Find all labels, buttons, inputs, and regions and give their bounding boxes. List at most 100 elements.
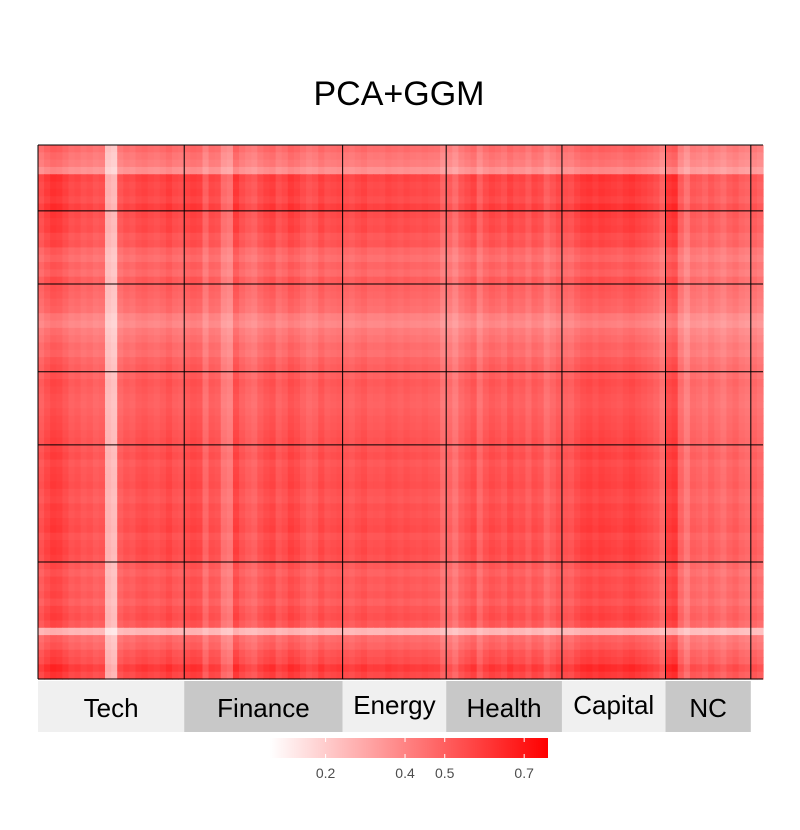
heatmap-cell — [293, 371, 301, 380]
heatmap-cell — [342, 357, 350, 366]
heatmap-cell — [501, 232, 508, 241]
heatmap-cell — [458, 159, 466, 168]
heatmap-cell — [403, 166, 411, 175]
heatmap-cell — [281, 364, 289, 373]
heatmap-cell — [403, 393, 411, 402]
heatmap-cell — [147, 357, 155, 366]
heatmap-cell — [665, 247, 673, 256]
heatmap-cell — [726, 232, 734, 241]
heatmap-cell — [695, 247, 703, 256]
heatmap-cell — [44, 444, 51, 453]
heatmap-cell — [86, 298, 94, 307]
heatmap-cell — [452, 283, 459, 292]
heatmap-cell — [610, 210, 618, 219]
heatmap-cell — [123, 210, 130, 219]
heatmap-cell — [293, 218, 301, 227]
heatmap-cell — [403, 276, 411, 285]
heatmap-cell — [513, 357, 520, 366]
heatmap-cell — [458, 386, 466, 395]
heatmap-cell — [196, 210, 204, 219]
heatmap-cell — [330, 393, 338, 402]
heatmap-cell — [330, 210, 338, 219]
heatmap-cell — [226, 232, 234, 241]
heatmap-cell — [68, 145, 76, 153]
heatmap-cell — [622, 371, 630, 380]
heatmap-cell — [263, 291, 271, 300]
heatmap-cell — [482, 401, 490, 409]
heatmap-cell — [336, 298, 344, 307]
heatmap-cell — [38, 240, 45, 249]
heatmap-cell — [415, 188, 423, 197]
heatmap-cell — [56, 444, 63, 453]
heatmap-cell — [513, 159, 520, 168]
heatmap-cell — [336, 203, 344, 212]
heatmap-cell — [293, 196, 301, 205]
heatmap-cell — [610, 240, 618, 249]
heatmap-cell — [245, 437, 252, 446]
heatmap-cell — [519, 371, 526, 380]
heatmap-cell — [403, 298, 411, 307]
heatmap-cell — [214, 386, 222, 395]
heatmap-cell — [531, 327, 539, 336]
heatmap-cell — [135, 269, 143, 278]
heatmap-cell — [220, 393, 228, 402]
heatmap-cell — [196, 196, 204, 205]
heatmap-cell — [488, 313, 496, 322]
heatmap-cell — [348, 313, 356, 322]
heatmap-cell — [196, 203, 204, 212]
heatmap-cell — [98, 283, 106, 292]
heatmap-cell — [281, 291, 289, 300]
heatmap-cell — [586, 437, 594, 446]
heatmap-cell — [653, 422, 661, 431]
heatmap-cell — [421, 327, 429, 336]
heatmap-cell — [141, 232, 149, 241]
heatmap-cell — [98, 437, 106, 446]
heatmap-cell — [610, 342, 618, 351]
heatmap-cell — [507, 320, 514, 329]
heatmap-cell — [117, 232, 124, 241]
heatmap-cell — [184, 174, 191, 183]
heatmap-cell — [665, 232, 673, 241]
heatmap-cell — [366, 262, 374, 270]
heatmap-cell — [184, 152, 191, 161]
heatmap-cell — [56, 291, 63, 300]
heatmap-cell — [409, 254, 417, 263]
heatmap-cell — [123, 291, 130, 300]
heatmap-cell — [208, 283, 216, 292]
heatmap-cell — [172, 393, 179, 402]
heatmap-cell — [44, 159, 51, 168]
heatmap-cell — [659, 247, 667, 256]
heatmap-cell — [598, 232, 606, 241]
heatmap-cell — [452, 357, 459, 366]
heatmap-cell — [105, 379, 112, 387]
heatmap-cell — [330, 437, 338, 446]
heatmap-cell — [732, 379, 740, 387]
heatmap-cell — [415, 408, 423, 417]
heatmap-cell — [281, 269, 289, 278]
heatmap-cell — [446, 210, 453, 219]
heatmap-cell — [184, 247, 191, 256]
heatmap-cell — [220, 262, 228, 270]
heatmap-cell — [659, 283, 667, 292]
heatmap-cell — [720, 342, 728, 351]
heatmap-cell — [391, 444, 399, 453]
heatmap-cell — [555, 203, 563, 212]
heatmap-cell — [318, 415, 325, 424]
heatmap-cell — [537, 152, 545, 161]
heatmap-cell — [379, 401, 386, 409]
heatmap-cell — [659, 174, 667, 183]
heatmap-cell — [190, 313, 197, 322]
heatmap-cell — [714, 386, 721, 395]
heatmap-cell — [117, 152, 124, 161]
heatmap-cell — [683, 269, 691, 278]
heatmap-cell — [695, 291, 703, 300]
heatmap-cell — [446, 364, 453, 373]
heatmap-cell — [543, 188, 551, 197]
heatmap-cell — [641, 247, 648, 256]
heatmap-cell — [628, 203, 636, 212]
heatmap-cell — [561, 444, 569, 453]
heatmap-cell — [488, 291, 496, 300]
heatmap-cell — [446, 232, 453, 241]
heatmap-cell — [220, 254, 228, 263]
heatmap-cell — [482, 262, 490, 270]
